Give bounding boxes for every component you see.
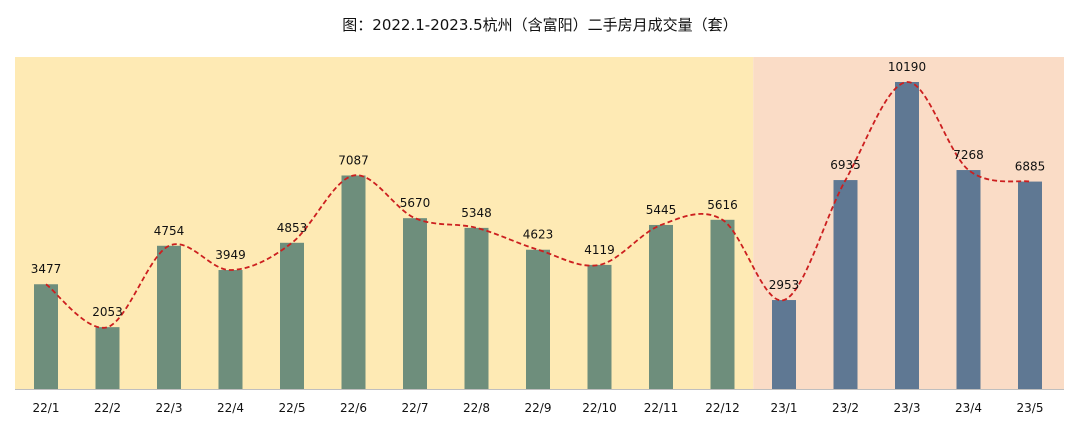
- x-tick-label-22-7: 22/7: [402, 401, 429, 415]
- value-label-22-12: 5616: [707, 198, 738, 212]
- x-tick-label-23-5: 23/5: [1017, 401, 1044, 415]
- value-label-23-3: 10190: [888, 60, 926, 74]
- x-tick-label-22-12: 22/12: [705, 401, 740, 415]
- background-region-1: [15, 57, 754, 389]
- x-tick-label-22-10: 22/10: [582, 401, 617, 415]
- value-label-22-1: 3477: [31, 262, 62, 276]
- value-label-23-1: 2953: [769, 278, 800, 292]
- bar-23-1: [772, 300, 796, 389]
- bar-22-7: [403, 218, 427, 389]
- chart-title: 图：2022.1-2023.5杭州（含富阳）二手房月成交量（套）: [342, 16, 738, 34]
- bar-23-3: [895, 82, 919, 389]
- x-tick-label-23-2: 23/2: [832, 401, 859, 415]
- value-label-22-8: 5348: [461, 206, 492, 220]
- x-tick-label-23-3: 23/3: [894, 401, 921, 415]
- bar-22-9: [526, 249, 550, 389]
- value-label-22-9: 4623: [523, 228, 554, 242]
- bar-22-8: [464, 227, 489, 389]
- trend-line: [45, 81, 1031, 329]
- bar-22-11: [649, 224, 673, 389]
- x-tick-label-22-8: 22/8: [463, 401, 490, 415]
- value-label-23-4: 7268: [953, 148, 984, 162]
- bar-23-2: [833, 180, 858, 389]
- x-tick-label-22-6: 22/6: [340, 401, 367, 415]
- value-label-22-6: 7087: [338, 153, 369, 167]
- x-tick-label-22-4: 22/4: [217, 401, 244, 415]
- x-tick-label-22-1: 22/1: [33, 401, 60, 415]
- value-label-22-3: 4754: [154, 224, 185, 238]
- bar-22-6: [341, 175, 366, 389]
- value-label-22-11: 5445: [646, 203, 677, 217]
- bar-22-5: [280, 242, 304, 389]
- x-tick-label-22-11: 22/11: [644, 401, 679, 415]
- x-tick-label-23-4: 23/4: [955, 401, 982, 415]
- bar-22-10: [587, 264, 612, 389]
- value-label-22-5: 4853: [277, 221, 308, 235]
- bar-22-1: [34, 284, 58, 389]
- value-label-23-2: 6935: [830, 158, 861, 172]
- bar-22-12: [710, 219, 735, 389]
- value-label-22-10: 4119: [584, 243, 615, 257]
- bar-22-2: [95, 327, 120, 389]
- value-label-22-2: 2053: [92, 305, 123, 319]
- value-label-22-7: 5670: [400, 196, 431, 210]
- x-tick-label-22-9: 22/9: [525, 401, 552, 415]
- x-tick-label-23-1: 23/1: [771, 401, 798, 415]
- x-tick-label-22-5: 22/5: [279, 401, 306, 415]
- bar-22-3: [157, 245, 181, 389]
- value-label-23-5: 6885: [1015, 160, 1046, 174]
- bar-23-4: [956, 170, 981, 389]
- x-tick-label-22-3: 22/3: [156, 401, 183, 415]
- bar-23-5: [1018, 181, 1042, 389]
- value-label-22-4: 3949: [215, 248, 246, 262]
- x-tick-label-22-2: 22/2: [94, 401, 121, 415]
- bar-22-4: [218, 270, 243, 389]
